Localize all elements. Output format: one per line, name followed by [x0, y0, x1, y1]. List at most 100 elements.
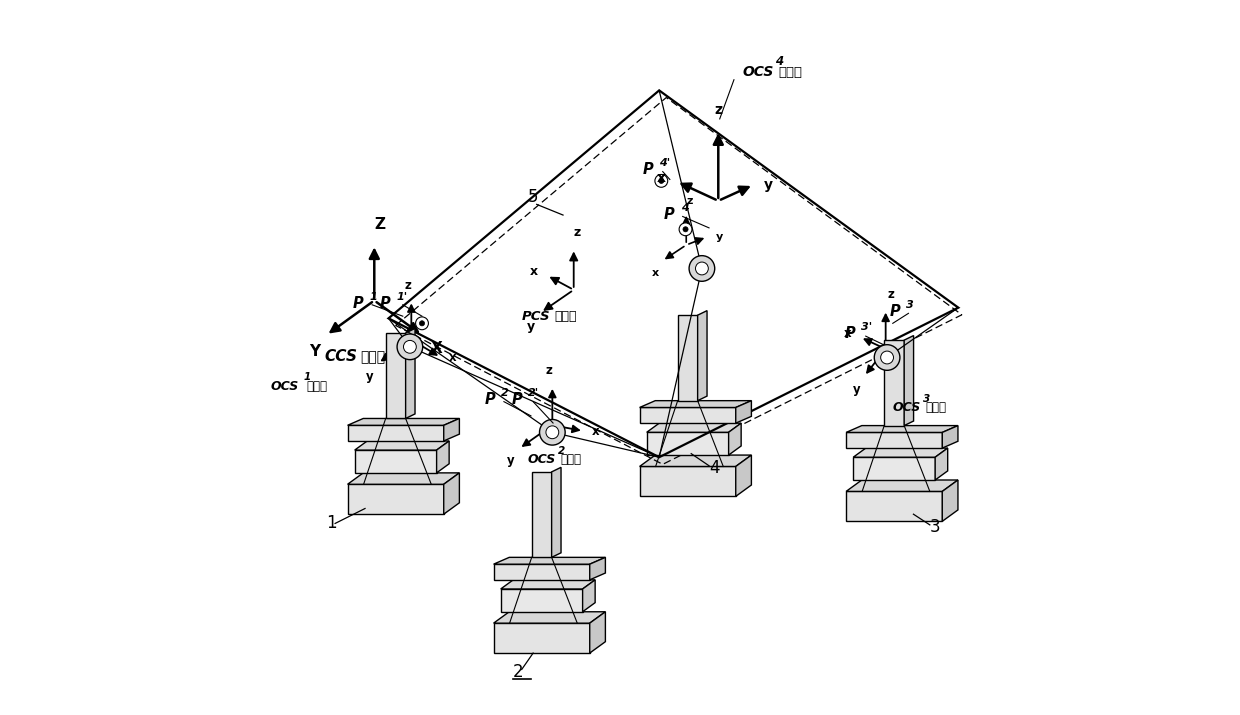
Text: 1: 1: [303, 373, 310, 383]
Text: 4': 4': [660, 158, 671, 168]
Polygon shape: [347, 473, 459, 484]
Text: P: P: [379, 295, 391, 310]
Text: 2: 2: [513, 663, 523, 681]
Text: x: x: [593, 425, 600, 438]
Polygon shape: [853, 457, 935, 480]
Text: P: P: [485, 392, 496, 407]
Polygon shape: [846, 425, 959, 433]
Polygon shape: [494, 612, 605, 623]
Circle shape: [546, 426, 559, 439]
Text: 坐标系: 坐标系: [360, 350, 386, 364]
Polygon shape: [552, 468, 560, 558]
Polygon shape: [846, 491, 942, 521]
Text: OCS: OCS: [892, 401, 920, 414]
Text: 1': 1': [397, 292, 408, 302]
Polygon shape: [904, 335, 914, 425]
Circle shape: [419, 321, 424, 326]
Polygon shape: [735, 455, 751, 496]
Text: 2: 2: [501, 388, 508, 398]
Text: OCS: OCS: [743, 65, 774, 79]
Circle shape: [397, 334, 423, 360]
Text: 坐标系: 坐标系: [560, 453, 582, 466]
Text: 1: 1: [326, 514, 337, 533]
Polygon shape: [590, 612, 605, 653]
Text: z: z: [888, 288, 895, 301]
Polygon shape: [846, 480, 959, 491]
Polygon shape: [494, 558, 605, 564]
Polygon shape: [444, 418, 459, 441]
Text: 坐标系: 坐标系: [779, 66, 802, 79]
Polygon shape: [347, 425, 444, 441]
Text: x: x: [529, 265, 538, 278]
Polygon shape: [640, 408, 735, 423]
Polygon shape: [698, 310, 707, 400]
Circle shape: [680, 223, 692, 236]
Polygon shape: [386, 333, 405, 418]
Polygon shape: [640, 400, 751, 408]
Polygon shape: [678, 315, 698, 400]
Circle shape: [874, 345, 900, 370]
Text: P: P: [353, 295, 363, 310]
Text: 坐标系: 坐标系: [554, 310, 577, 323]
Polygon shape: [405, 328, 415, 418]
Polygon shape: [935, 448, 947, 480]
Text: Y: Y: [309, 344, 320, 359]
Text: x: x: [657, 171, 666, 185]
Text: y: y: [853, 383, 861, 397]
Text: 4: 4: [681, 203, 688, 213]
Polygon shape: [853, 448, 947, 457]
Text: z: z: [404, 279, 412, 292]
Polygon shape: [942, 480, 959, 521]
Polygon shape: [846, 433, 942, 448]
Text: 2': 2': [528, 388, 539, 398]
Circle shape: [880, 351, 894, 364]
Polygon shape: [942, 425, 959, 448]
Text: z: z: [687, 196, 693, 206]
Polygon shape: [444, 473, 459, 514]
Text: y: y: [366, 370, 373, 383]
Text: z: z: [574, 226, 580, 240]
Text: 5: 5: [527, 188, 538, 206]
Text: 3: 3: [930, 518, 940, 536]
Text: z: z: [546, 365, 552, 378]
Text: OCS: OCS: [527, 453, 556, 466]
Polygon shape: [494, 623, 590, 653]
Circle shape: [551, 430, 556, 435]
Text: x: x: [651, 268, 658, 278]
Text: OCS: OCS: [272, 380, 299, 393]
Circle shape: [539, 420, 565, 445]
Circle shape: [883, 349, 895, 362]
Text: x: x: [449, 351, 456, 364]
Text: CCS: CCS: [325, 349, 357, 364]
Circle shape: [415, 317, 428, 330]
Polygon shape: [494, 564, 590, 580]
Text: z: z: [714, 104, 722, 117]
Polygon shape: [501, 589, 583, 612]
Text: P: P: [665, 207, 675, 222]
Text: y: y: [764, 178, 774, 192]
Text: y: y: [507, 454, 515, 468]
Text: 4: 4: [775, 56, 784, 69]
Polygon shape: [729, 423, 742, 455]
Text: y: y: [715, 232, 723, 242]
Text: 坐标系: 坐标系: [306, 380, 327, 393]
Polygon shape: [347, 418, 459, 425]
Text: 2: 2: [558, 445, 565, 455]
Polygon shape: [583, 580, 595, 612]
Text: P: P: [889, 304, 900, 319]
Polygon shape: [884, 340, 904, 425]
Polygon shape: [735, 400, 751, 423]
Polygon shape: [647, 433, 729, 455]
Text: 3': 3': [861, 322, 872, 332]
Text: P: P: [844, 326, 856, 341]
Text: y: y: [527, 320, 536, 332]
Polygon shape: [355, 441, 449, 450]
Circle shape: [655, 174, 667, 187]
Circle shape: [683, 227, 688, 232]
Text: 坐标系: 坐标系: [925, 401, 946, 414]
Circle shape: [403, 340, 417, 353]
Text: PCS: PCS: [522, 310, 551, 323]
Circle shape: [689, 256, 714, 281]
Text: 3: 3: [923, 394, 930, 404]
Polygon shape: [501, 580, 595, 589]
